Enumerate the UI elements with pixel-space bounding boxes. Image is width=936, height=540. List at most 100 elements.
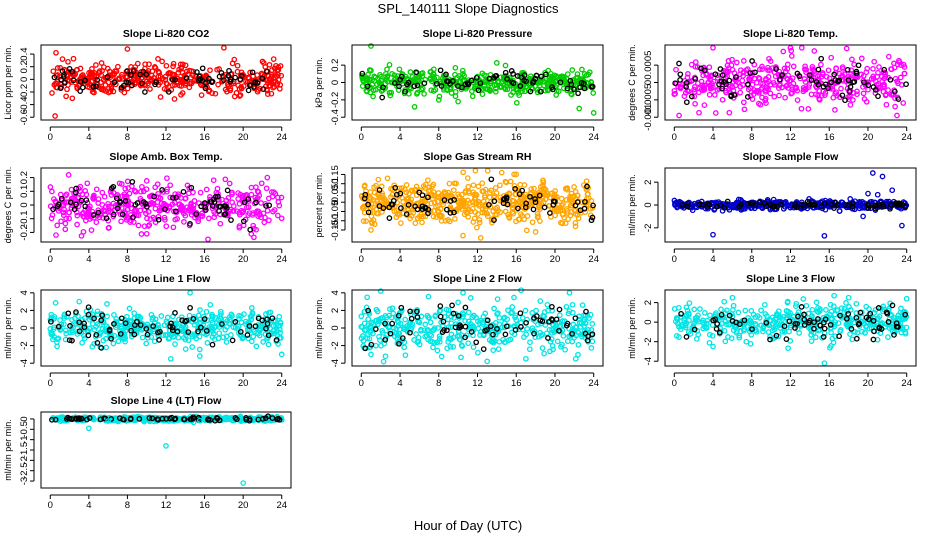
data-point-highlight [98,345,105,351]
data-point-highlight [491,217,497,223]
data-point [476,216,483,223]
data-point-highlight [131,331,138,338]
data-point [692,59,699,65]
data-point [432,312,439,319]
data-point [104,301,110,307]
data-point [224,318,231,324]
data-point-outlier [196,353,203,359]
data-point [549,343,556,349]
data-point [190,202,197,209]
data-point [496,338,503,345]
data-point-highlight [494,326,500,332]
data-point-highlight [203,80,209,86]
y-tick-label: 0 [643,80,654,85]
data-point [360,218,367,224]
data-point [264,207,271,214]
data-point [834,307,840,314]
data-point [403,189,410,196]
data-point [737,328,744,335]
data-point [271,328,277,334]
data-point-highlight [77,88,84,94]
data-point [569,67,576,73]
data-point [675,304,682,311]
data-point-highlight [142,89,148,95]
data-point [265,341,272,348]
data-point [374,198,380,205]
data-point-highlight [698,65,704,72]
data-point-highlight [167,323,173,330]
data-point [66,215,72,222]
data-point-highlight [362,345,369,352]
data-point [488,187,495,194]
data-point-highlight [128,82,135,89]
y-tick-label: 0.2 [330,59,341,72]
data-point [184,204,191,211]
data-point [589,321,596,327]
data-point [743,70,750,77]
data-point [267,309,274,316]
data-point-highlight [362,191,369,198]
chart-title: Slope Li-820 Temp. [743,28,838,40]
data-point-highlight [55,323,62,330]
data-point [74,212,81,219]
data-point [508,92,514,98]
data-point [800,84,807,91]
data-point [106,224,112,231]
data-point-highlight [94,340,101,346]
data-point [370,93,376,100]
data-point-outlier [278,351,285,358]
data-point [384,175,391,182]
data-point [376,80,383,87]
data-point [752,314,759,321]
y-tick-label: 0 [643,319,654,324]
data-point [268,90,275,97]
data-point-highlight [504,76,510,82]
data-point [808,338,815,344]
data-point [74,221,80,228]
data-point [754,87,761,94]
data-point-outlier [576,105,583,112]
data-point-highlight [196,73,203,80]
data-point [894,61,901,68]
data-point-outlier [889,187,896,194]
data-point [870,65,876,72]
data-point-highlight [728,92,735,99]
data-point [171,71,178,78]
data-point-outlier [124,46,131,52]
data-point [136,324,143,331]
data-point [95,207,102,214]
data-point [425,326,431,333]
data-point [523,331,530,338]
data-point [215,197,222,203]
data-point [537,206,543,212]
data-point-highlight [795,313,801,320]
x-tick-label: 4 [710,254,715,265]
data-point-highlight [260,86,267,92]
data-point-highlight [368,341,375,348]
data-point-highlight [253,199,259,206]
data-point [771,93,778,100]
y-tick-label: 4 [330,290,341,295]
data-point [460,77,466,84]
data-point [217,308,224,315]
data-point [509,304,516,310]
data-point [267,320,273,327]
data-point-highlight [903,81,909,88]
data-point [560,74,567,81]
data-point [803,302,810,309]
data-point [235,196,242,202]
data-point-highlight [889,302,896,309]
data-point [62,327,69,334]
y-tick-label: 0 [643,202,654,207]
data-point-highlight [201,316,208,322]
data-point [565,216,571,222]
data-point-highlight [364,83,371,90]
data-point [686,300,693,306]
data-point [740,58,747,64]
data-point-highlight [106,328,113,334]
data-point [378,342,384,349]
data-point-highlight [421,80,428,87]
data-point-highlight [837,312,843,319]
data-point-highlight [252,79,259,85]
data-point [253,197,260,203]
